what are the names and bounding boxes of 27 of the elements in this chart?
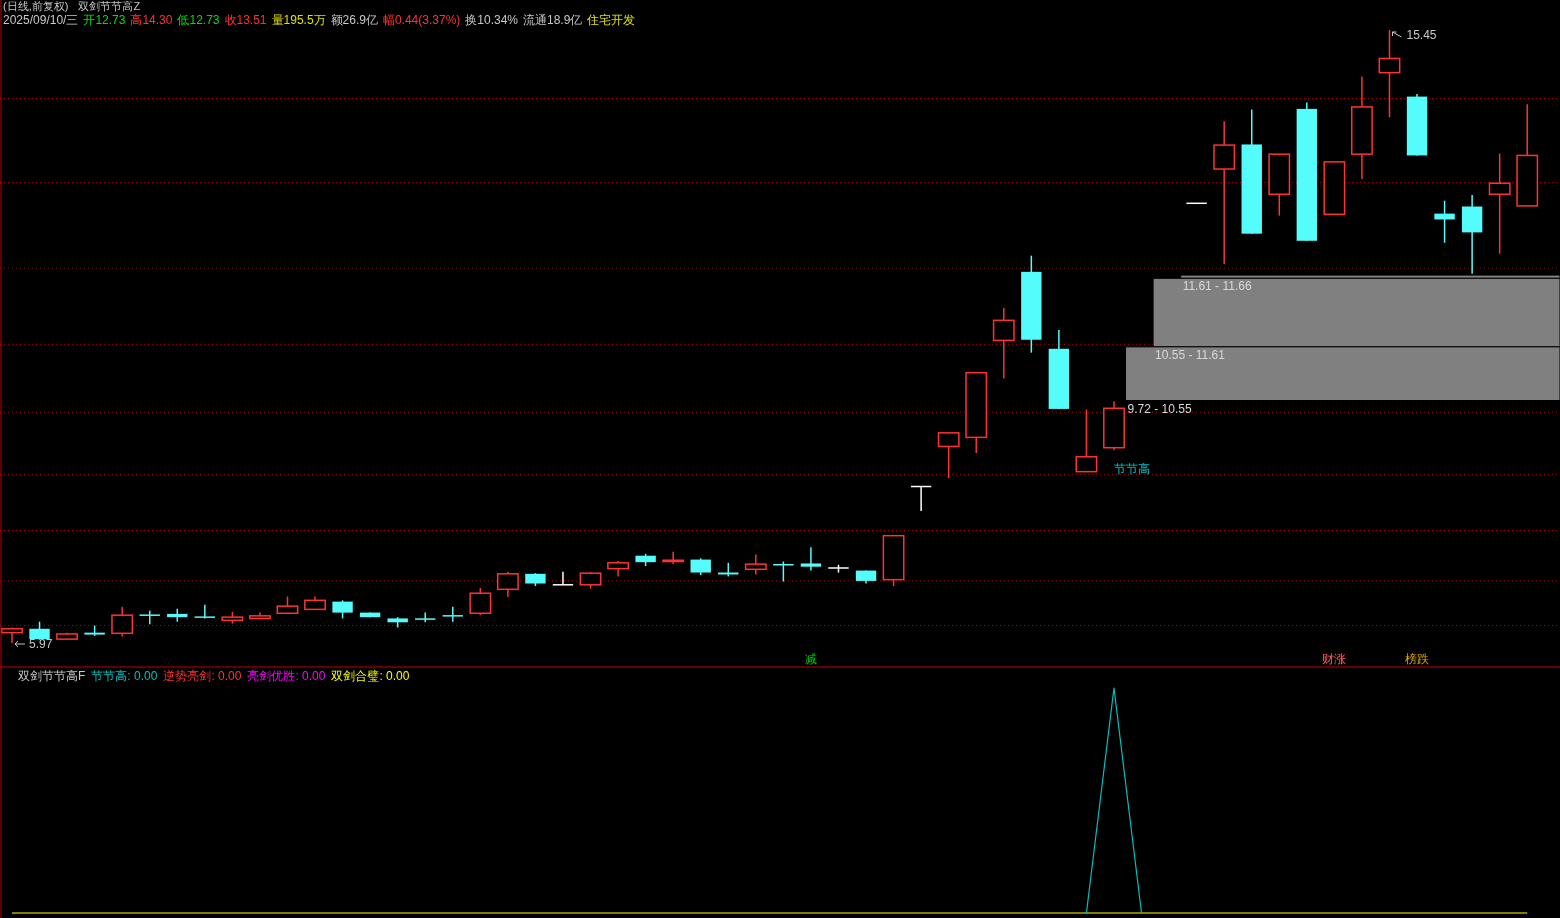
text: 额26.9亿 (330, 13, 378, 28)
text: 高14.30 (130, 13, 173, 28)
text: 住宅开发 (586, 13, 636, 28)
text: 流通18.9亿 (523, 13, 583, 28)
chart-title: 双剑节节高Z (78, 0, 141, 12)
annotation: 15.45 (1406, 28, 1437, 43)
text: 换10.34% (465, 13, 519, 28)
text: 减 (804, 652, 817, 667)
text: 低12.73 (177, 13, 220, 28)
text: 榜跌 (1405, 652, 1430, 667)
annotation: 5.97 (28, 637, 53, 652)
text: 节节高: 0.00 (91, 669, 158, 684)
text: 开12.73 (83, 13, 126, 28)
band-label: 10.55 - 11.61 (1155, 348, 1226, 363)
annotation: 节节高 (1113, 462, 1150, 477)
legend-label: 逆势亮剑: 0.00 (163, 669, 242, 684)
text: 2025/09/10/三 (3, 13, 79, 28)
text: 财涨 (1322, 652, 1347, 667)
legend-label: 亮剑优胜: 0.00 (247, 669, 326, 684)
chart-title: 双剑节节高F (18, 669, 86, 684)
text: 双剑合璧: 0.00 (331, 669, 410, 684)
text: 量195.5万 (271, 13, 326, 28)
chart-subtitle: (日线,前复权) (3, 0, 69, 12)
band-label: 11.61 - 11.66 (1182, 279, 1252, 294)
text: 幅0.44(3.37%) (382, 13, 461, 28)
band-label: 9.72 - 10.55 (1127, 401, 1192, 416)
text: 收13.51 (224, 13, 267, 28)
